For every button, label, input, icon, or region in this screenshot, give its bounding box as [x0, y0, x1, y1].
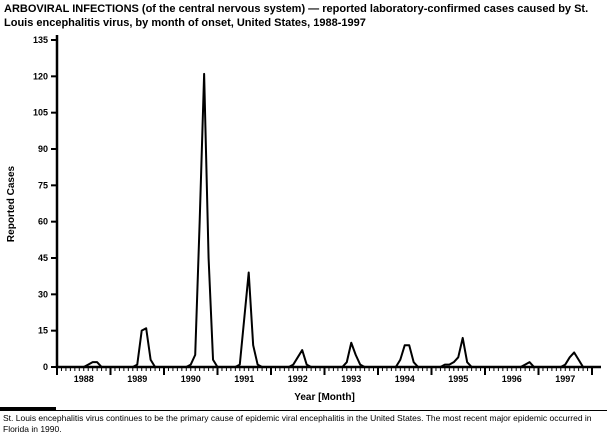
y-tick-label: 45 — [38, 253, 48, 263]
x-tick-label: 1997 — [555, 374, 575, 384]
x-tick-label: 1989 — [127, 374, 147, 384]
footnote-text: St. Louis encephalitis virus continues t… — [3, 413, 592, 434]
x-axis-title: Year [Month] — [294, 392, 355, 403]
footnote-separator-bar — [0, 407, 56, 410]
y-tick-label: 105 — [33, 108, 48, 118]
x-tick-label: 1992 — [288, 374, 308, 384]
data-line — [57, 72, 588, 368]
y-tick-label: 60 — [38, 217, 48, 227]
x-tick-label: 1990 — [181, 374, 201, 384]
y-axis-title: Reported Cases — [6, 165, 17, 242]
y-tick-label: 90 — [38, 144, 48, 154]
x-tick-label: 1995 — [448, 374, 468, 384]
x-tick-label: 1996 — [502, 374, 522, 384]
footnote-rule — [0, 410, 607, 411]
y-tick-label: 15 — [38, 326, 48, 336]
x-tick-label: 1988 — [74, 374, 94, 384]
y-tick-label: 0 — [43, 362, 48, 372]
chart-svg: 0 15 30 45 60 75 90 105 120 135 1988 1989 1990 1991 19… — [6, 35, 601, 403]
x-tick-label: 1994 — [395, 374, 415, 384]
y-tick-label: 75 — [38, 180, 48, 190]
chart-heading: ARBOVIRAL INFECTIONS (of the central ner… — [4, 3, 589, 29]
y-tick-label: 120 — [33, 71, 48, 81]
chart-plot — [51, 35, 601, 375]
x-tick-label: 1991 — [234, 374, 254, 384]
y-tick-label: 30 — [38, 289, 48, 299]
y-tick-label: 135 — [33, 35, 48, 45]
x-tick-label: 1993 — [341, 374, 361, 384]
